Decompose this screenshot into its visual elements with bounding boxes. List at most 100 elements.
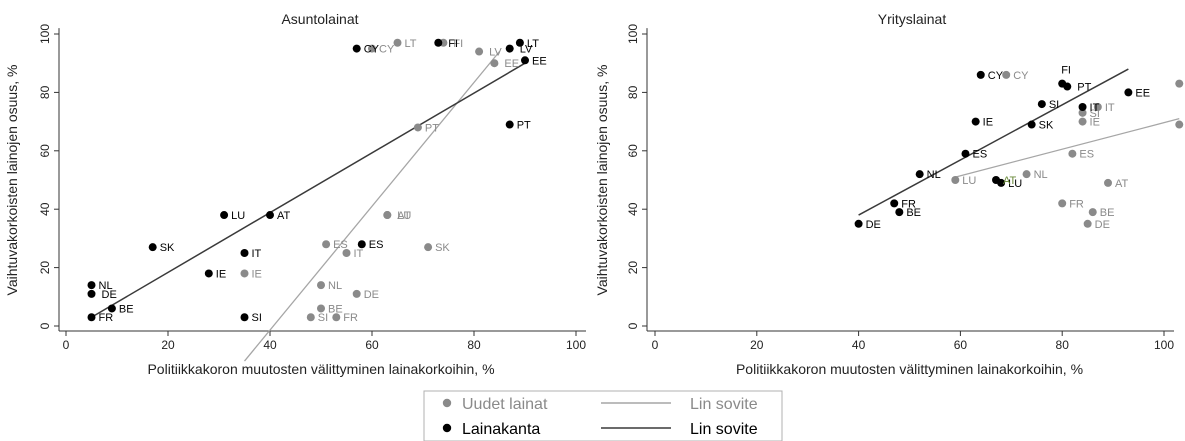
- point-label-new-es: ES: [333, 239, 348, 251]
- point-label-new-pt: PT: [425, 122, 439, 134]
- point-new-lu: [383, 211, 392, 220]
- point-new-it: [342, 249, 351, 257]
- point-new-nl: [317, 281, 325, 290]
- fit-line-stock: [858, 68, 1129, 216]
- point-label-new-fr: FR: [1069, 198, 1084, 210]
- point-label-new-it: IT: [1105, 102, 1115, 114]
- point-stock-es: [961, 149, 970, 158]
- x-tick-label: 100: [1154, 338, 1174, 352]
- point-stock-fr: [890, 199, 899, 208]
- point-stock-si: [240, 313, 249, 322]
- x-tick-label: 100: [566, 338, 586, 352]
- point-stock-lt: [515, 38, 524, 47]
- chart-title: Asuntolainat: [281, 11, 358, 27]
- legend: Uudet lainat Lin sovite Lainakanta Lin s…: [423, 390, 783, 441]
- legend-marker-stock: [442, 423, 452, 433]
- point-new-lv: [475, 47, 484, 56]
- x-axis-title: Politiikkakoron muutosten välittyminen l…: [736, 361, 1083, 377]
- point-label-new-nl: NL: [328, 280, 342, 292]
- point-label-new-nl: NL: [1034, 169, 1048, 181]
- point-new-de: [1083, 219, 1092, 228]
- point-label-stock-be: BE: [119, 303, 134, 315]
- panel-yrityslainat: Yrityslainat 0 20 40 60 80 100 0 20 40 60 80 100 Poli…: [594, 11, 1184, 377]
- point-stock-nl: [915, 170, 924, 179]
- point-new-be: [1088, 208, 1097, 217]
- point-label-stock-si: SI: [252, 312, 262, 324]
- point-label-stock-sk: SK: [1039, 120, 1054, 132]
- point-label-stock-ee: EE: [532, 55, 547, 67]
- point-stock-ee: [1124, 88, 1133, 97]
- point-new-ie: [1078, 117, 1087, 126]
- x-tick-label: 80: [467, 338, 481, 352]
- point-new-nl: [1022, 170, 1031, 179]
- legend-marker-new: [442, 398, 452, 408]
- point-label-stock-cy: CY: [988, 70, 1004, 82]
- point-new-cy: [1002, 70, 1011, 79]
- point-label-new-si: SI: [318, 312, 328, 324]
- y-tick-label: 80: [626, 85, 640, 99]
- y-tick-label: 20: [38, 261, 52, 275]
- point-new-fr: [332, 313, 341, 322]
- point-label-stock-ee: EE: [1135, 87, 1150, 99]
- point-label-stock-es: ES: [369, 239, 384, 251]
- y-axis-title: Vaihtuvakorkoisten lainojen osuus, %: [4, 65, 20, 296]
- point-label-stock-sk: SK: [160, 242, 175, 254]
- point-label-stock-de: DE: [102, 289, 117, 301]
- x-tick-label: 20: [161, 338, 175, 352]
- point-label-stock-es: ES: [972, 149, 987, 161]
- point-stock-si: [1037, 100, 1046, 109]
- point-stock-be: [107, 304, 116, 313]
- point-stock-lv: [505, 44, 514, 53]
- point-new-lt: [393, 38, 402, 47]
- point-label-new-fi: FI: [453, 38, 463, 50]
- point-new-de: [352, 289, 361, 298]
- y-tick-label: 100: [38, 24, 52, 44]
- point-stock-sk: [148, 243, 157, 252]
- point-stock-es: [357, 240, 366, 249]
- plot-area: [647, 30, 1174, 331]
- x-tick-label: 40: [263, 338, 277, 352]
- x-tick-label: 60: [954, 338, 968, 352]
- point-label-stock-it: IT: [252, 248, 262, 260]
- y-tick-label: 20: [626, 261, 640, 275]
- point-label-stock-fi: FI: [448, 38, 458, 50]
- fit-line-stock: [91, 62, 526, 318]
- point-label-stock-be: BE: [906, 207, 921, 219]
- point-label-stock-nl: NL: [99, 280, 113, 292]
- point-label-stock-ie: IE: [983, 117, 993, 129]
- point-new-sk: [424, 243, 433, 252]
- y-tick-label: 80: [38, 85, 52, 99]
- point-stock-cy: [352, 44, 361, 53]
- point-new-it: [1093, 103, 1102, 111]
- point-stock-fi: [434, 38, 443, 47]
- point-label-new-cy: CY: [1013, 70, 1029, 82]
- point-new-lu: [951, 176, 960, 184]
- point-label-new-lu: LU: [962, 175, 976, 187]
- x-tick-label: 40: [852, 338, 866, 352]
- x-tick-label: 20: [750, 338, 764, 352]
- point-new-fi: [1175, 79, 1184, 88]
- point-new-sk: [1175, 120, 1184, 129]
- point-label-stock-lu: LU: [231, 210, 245, 222]
- point-stock-it: [1078, 103, 1087, 111]
- x-tick-label: 0: [652, 338, 659, 352]
- point-stock-ie: [971, 117, 980, 126]
- point-new-cy: [368, 44, 376, 53]
- point-label-stock-at: AT: [1003, 175, 1017, 187]
- point-label-stock-it: IT: [1090, 102, 1100, 114]
- point-new-at: [1104, 178, 1113, 187]
- point-new-es: [322, 240, 331, 249]
- point-new-pt: [413, 123, 422, 132]
- point-label-new-be: BE: [1100, 207, 1115, 219]
- y-tick-label: 60: [38, 144, 52, 158]
- y-tick-label: 0: [626, 322, 640, 329]
- x-axis-title: Politiikkakoron muutosten välittyminen l…: [147, 361, 494, 377]
- point-stock-at: [266, 211, 274, 220]
- point-label-stock-de: DE: [866, 219, 881, 231]
- point-new-fr: [1058, 199, 1067, 208]
- point-label-new-de: DE: [364, 289, 379, 301]
- point-new-ee: [490, 59, 499, 68]
- point-label-stock-lt: LT: [527, 38, 539, 50]
